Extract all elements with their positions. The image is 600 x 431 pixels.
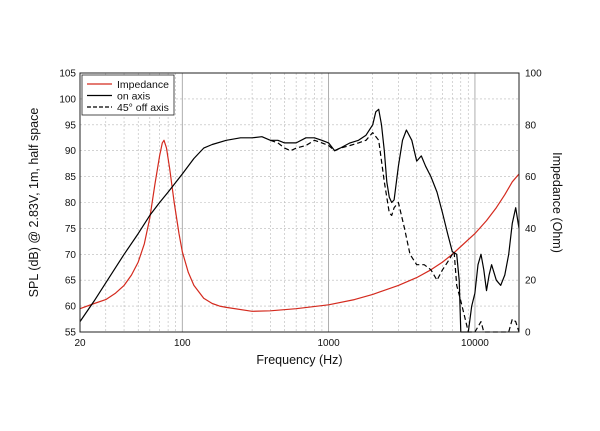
y-tick-label: 105 xyxy=(59,69,76,80)
y-tick-label: 65 xyxy=(65,276,77,287)
x-tick-label: 1000 xyxy=(317,338,340,349)
legend-label-impedance: Impedance xyxy=(117,79,169,91)
y2-tick-label: 100 xyxy=(525,69,542,80)
y-tick-label: 95 xyxy=(65,120,77,131)
y-tick-label: 90 xyxy=(65,146,77,157)
y2-tick-label: 60 xyxy=(525,172,537,183)
legend: Impedance on axis 45° off axis xyxy=(81,74,175,116)
series-impedance xyxy=(79,139,520,312)
y-tick-label: 75 xyxy=(65,224,77,235)
series-off-axis xyxy=(270,132,520,333)
legend-label-off-axis: 45° off axis xyxy=(117,102,169,114)
y-tick-label: 55 xyxy=(65,328,77,339)
y2-tick-label: 40 xyxy=(525,224,537,235)
x-tick-label: 100 xyxy=(174,338,191,349)
y-axis-title: SPL (dB) @ 2.83V, 1m, half space xyxy=(27,108,41,298)
y2-tick-label: 0 xyxy=(525,328,531,339)
y-tick-label: 80 xyxy=(65,198,77,209)
y2-tick-label: 20 xyxy=(525,276,537,287)
y-tick-label: 100 xyxy=(59,94,76,105)
x-tick-label: 20 xyxy=(74,338,86,349)
y2-tick-label: 80 xyxy=(525,120,537,131)
y-tick-label: 60 xyxy=(65,302,77,313)
series-layer xyxy=(79,108,520,333)
y2-axis-title: Impedance (Ohm) xyxy=(550,152,564,253)
legend-label-on-axis: on axis xyxy=(117,90,150,102)
series-on-axis xyxy=(79,108,520,333)
y-tick-label: 70 xyxy=(65,250,77,261)
x-axis-title: Frequency (Hz) xyxy=(256,353,342,367)
y-tick-label: 85 xyxy=(65,172,77,183)
x-tick-label: 10000 xyxy=(461,338,489,349)
tick-labels: 20 100 1000 10000 55 60 65 70 75 80 85 90 95 100 105 0 2… xyxy=(59,69,542,350)
plot-frame xyxy=(79,72,520,333)
